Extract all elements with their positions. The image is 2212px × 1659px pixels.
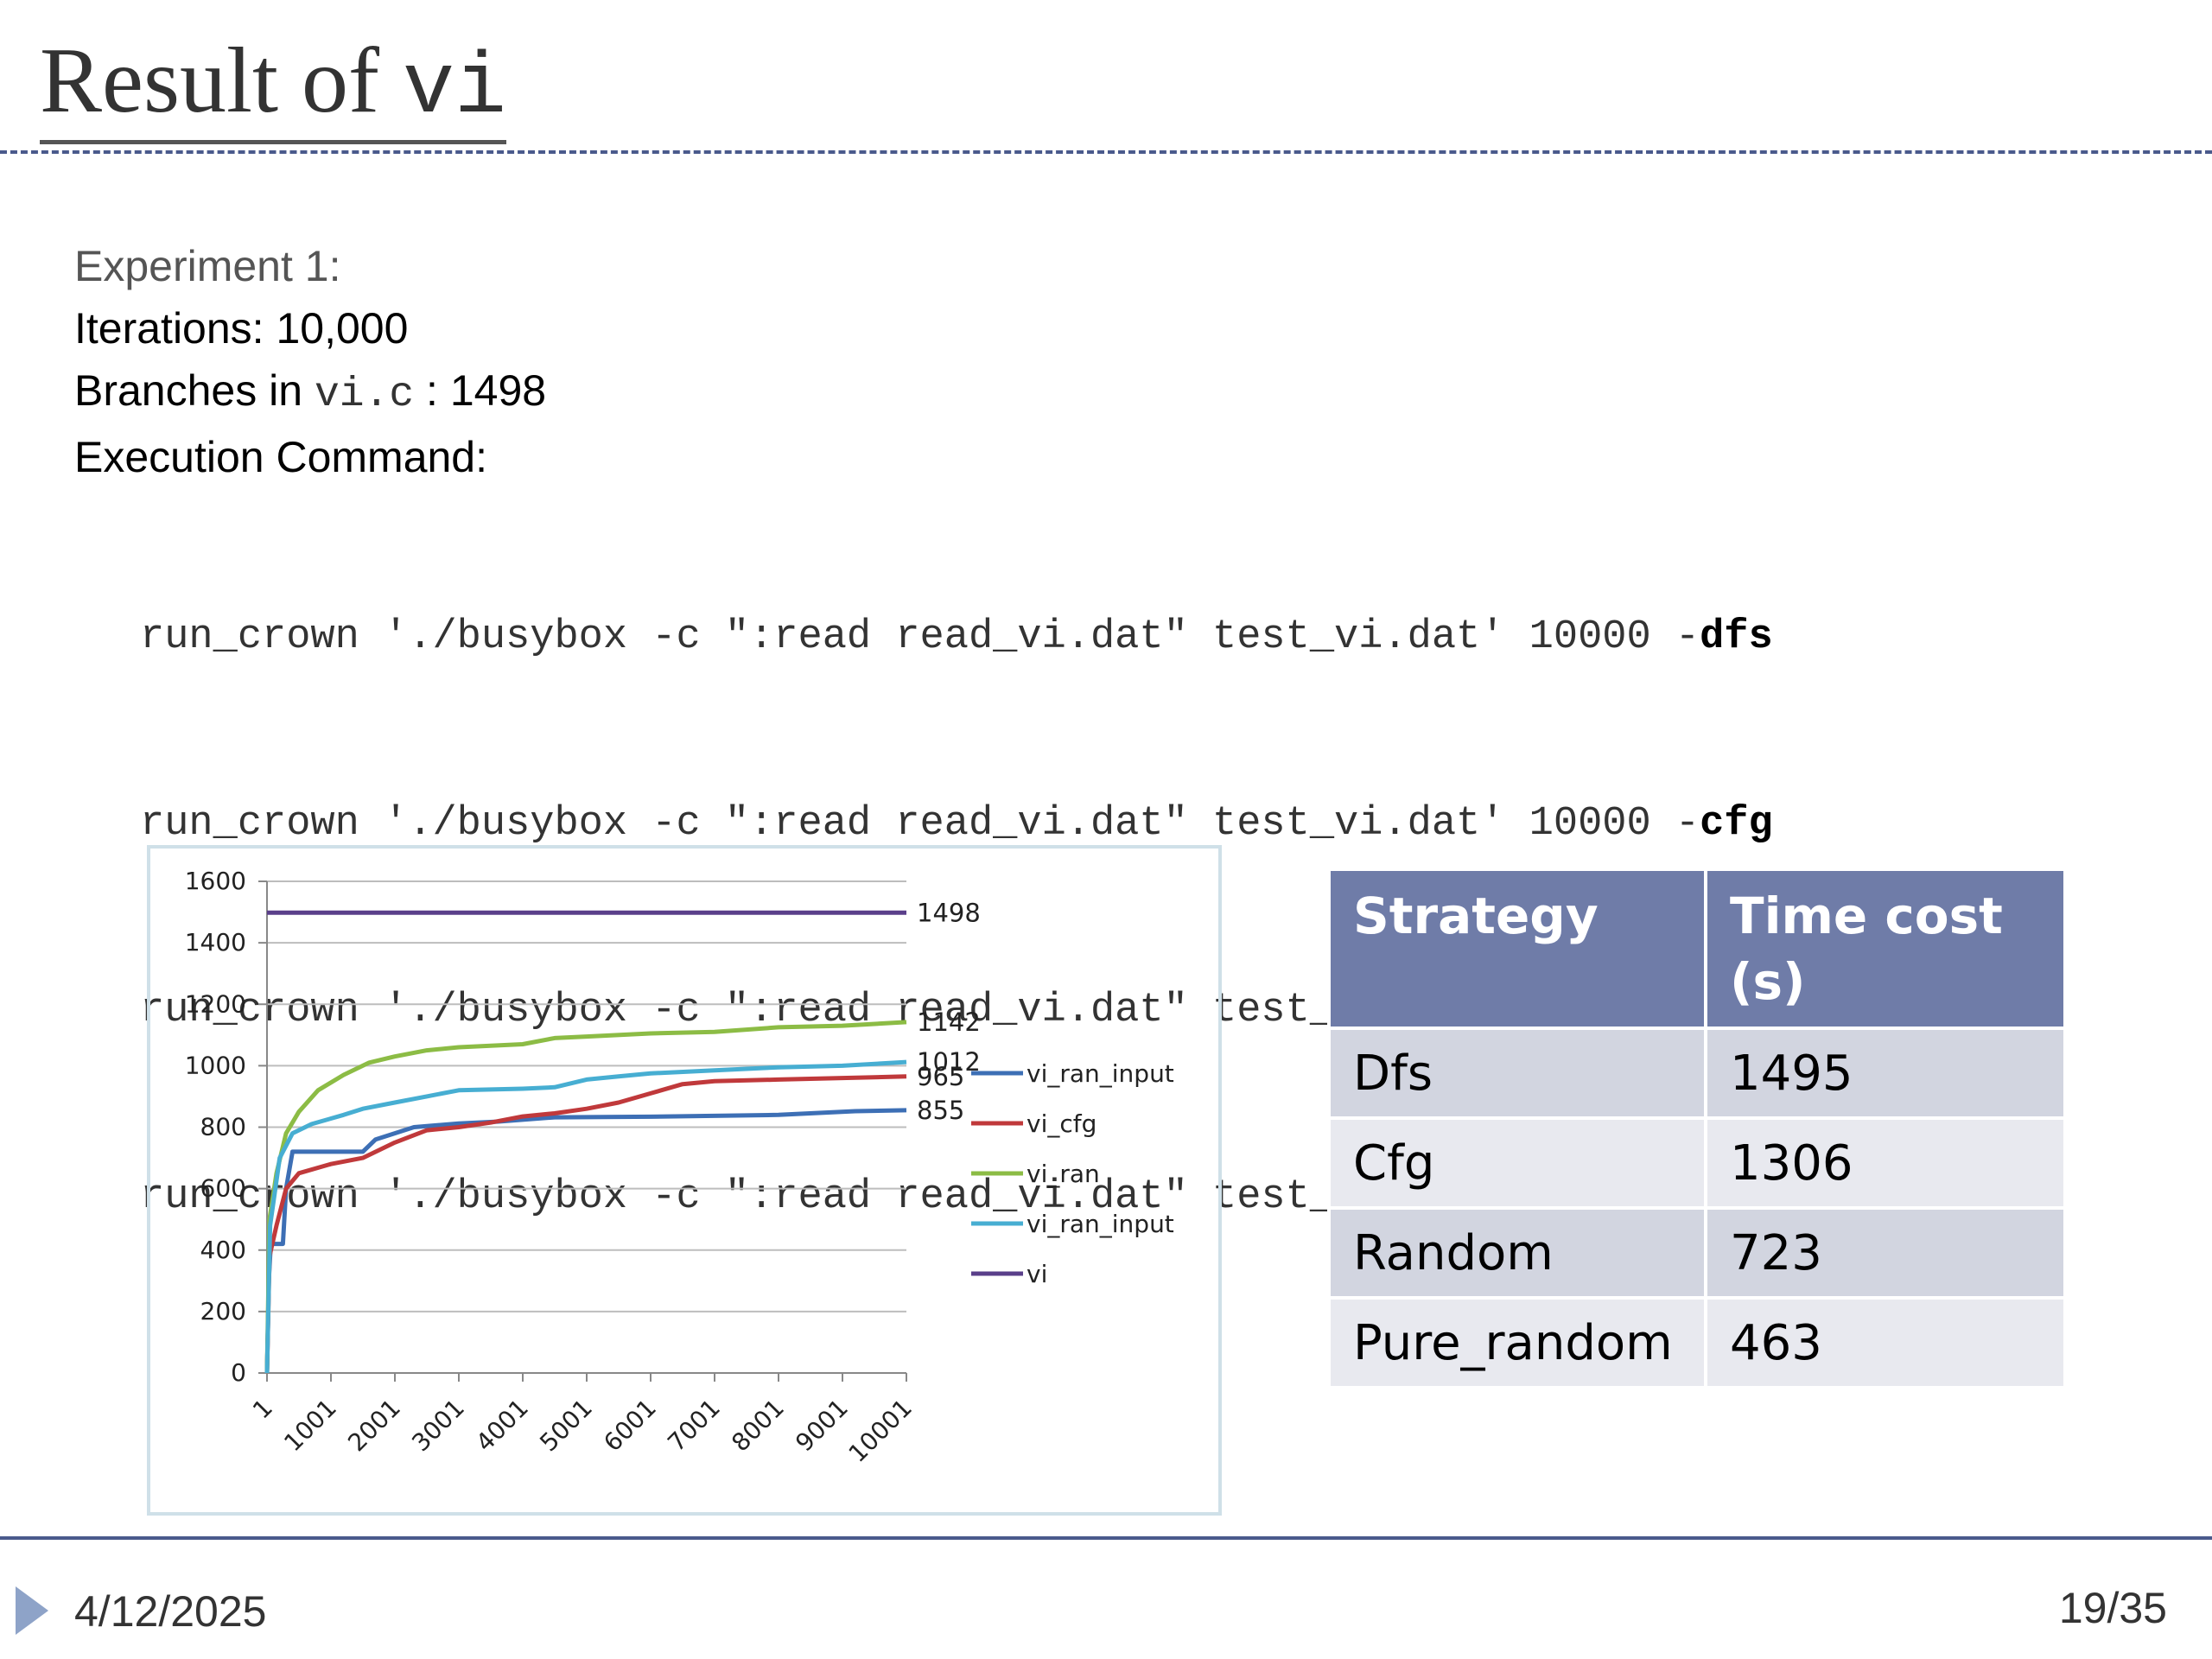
play-triangle-icon[interactable]: [16, 1586, 48, 1635]
footer-divider: [0, 1536, 2212, 1540]
cell-strategy: Pure_random: [1327, 1296, 1707, 1389]
x-tick-label: 7001: [662, 1394, 726, 1458]
series-line-vi_ran_input: [264, 1059, 907, 1374]
series-line-vi_ran_input: [264, 1108, 907, 1374]
legend-label: vi_ran: [1027, 1160, 1100, 1188]
x-tick-label: 6001: [598, 1394, 662, 1458]
x-tick-label: 8001: [726, 1394, 790, 1458]
experiment-info: Experiment 1: Iterations: 10,000 Branche…: [74, 235, 546, 488]
x-tick-label: 2001: [342, 1394, 406, 1458]
x-tick-label: 10001: [843, 1394, 918, 1468]
branches-prefix: Branches in: [74, 366, 315, 415]
legend-label: vi: [1027, 1260, 1047, 1288]
y-tick-label: 1000: [185, 1051, 246, 1079]
x-tick-label: 1: [247, 1394, 278, 1425]
y-tick-label: 1200: [185, 989, 246, 1018]
command-base: run_crown './busybox -c ":read read_vi.d…: [140, 614, 1700, 660]
table-row: Dfs 1495: [1327, 1027, 2067, 1120]
y-tick-label: 0: [231, 1358, 246, 1387]
title-divider: [0, 150, 2212, 154]
experiment-label: Experiment 1:: [74, 242, 341, 290]
x-tick-label: 1001: [278, 1394, 342, 1458]
x-tick-label: 3001: [406, 1394, 470, 1458]
table-header-row: Strategy Time cost (s): [1327, 868, 2067, 1030]
end-value-label: 965: [917, 1062, 964, 1091]
command-line-dfs: run_crown './busybox -c ":read read_vi.d…: [140, 607, 1993, 669]
cell-strategy: Random: [1327, 1206, 1707, 1300]
title-text: Result of: [40, 29, 403, 132]
legend-label: vi_cfg: [1027, 1109, 1096, 1138]
page-total: /35: [2107, 1584, 2167, 1632]
title-code: vi: [402, 41, 507, 138]
end-value-label: 1142: [917, 1007, 981, 1037]
table-row: Cfg 1306: [1327, 1116, 2067, 1210]
x-tick-label: 5001: [534, 1394, 598, 1458]
end-value-label: 855: [917, 1096, 964, 1125]
cell-strategy: Dfs: [1327, 1027, 1707, 1120]
cell-time: 1306: [1704, 1116, 2067, 1210]
end-value-label: 1498: [917, 898, 981, 927]
table-row: Pure_random 463: [1327, 1296, 2067, 1389]
legend-label: vi_ran_input: [1027, 1210, 1174, 1238]
strategy-time-table: Strategy Time cost (s) Dfs 1495 Cfg 1306…: [1327, 868, 2067, 1389]
command-line-cfg: run_crown './busybox -c ":read read_vi.d…: [140, 793, 1993, 855]
cell-time: 723: [1704, 1206, 2067, 1300]
cell-strategy: Cfg: [1327, 1116, 1707, 1210]
page-number: 19/35: [2059, 1583, 2167, 1633]
header-strategy: Strategy: [1327, 868, 1707, 1030]
series-line-vi_ran: [264, 1020, 907, 1374]
series-line-vi_cfg: [264, 1074, 907, 1374]
footer-date: 4/12/2025: [74, 1587, 267, 1636]
y-tick-label: 1600: [185, 867, 246, 895]
branches-code: vi.c: [314, 372, 415, 418]
cell-time: 463: [1704, 1296, 2067, 1389]
iterations-line: Iterations: 10,000: [74, 304, 409, 353]
y-tick-label: 1400: [185, 928, 246, 957]
command-flag: cfg: [1700, 801, 1773, 847]
branch-coverage-chart[interactable]: 0 200 400 600 800 1000 1200 1400 1600 1 1001 2001 30…: [147, 845, 1222, 1516]
table-row: Random 723: [1327, 1206, 2067, 1300]
legend-label: vi_ran_input: [1027, 1059, 1174, 1088]
y-tick-label: 600: [200, 1174, 246, 1203]
branches-line: Branches in vi.c : 1498: [74, 359, 546, 426]
y-tick-label: 800: [200, 1113, 246, 1141]
y-tick-label: 200: [200, 1297, 246, 1325]
end-value-label: 1012: [917, 1047, 981, 1077]
command-flag: dfs: [1700, 614, 1773, 660]
exec-command-label: Execution Command:: [74, 433, 488, 481]
slide-title: Result of vi: [40, 35, 507, 144]
header-time-cost: Time cost (s): [1704, 868, 2067, 1030]
command-base: run_crown './busybox -c ":read read_vi.d…: [140, 801, 1700, 847]
branches-suffix: : 1498: [414, 366, 547, 415]
y-tick-label: 400: [200, 1236, 246, 1264]
x-tick-label: 4001: [470, 1394, 534, 1458]
page-current: 19: [2058, 1584, 2107, 1632]
cell-time: 1495: [1704, 1027, 2067, 1120]
